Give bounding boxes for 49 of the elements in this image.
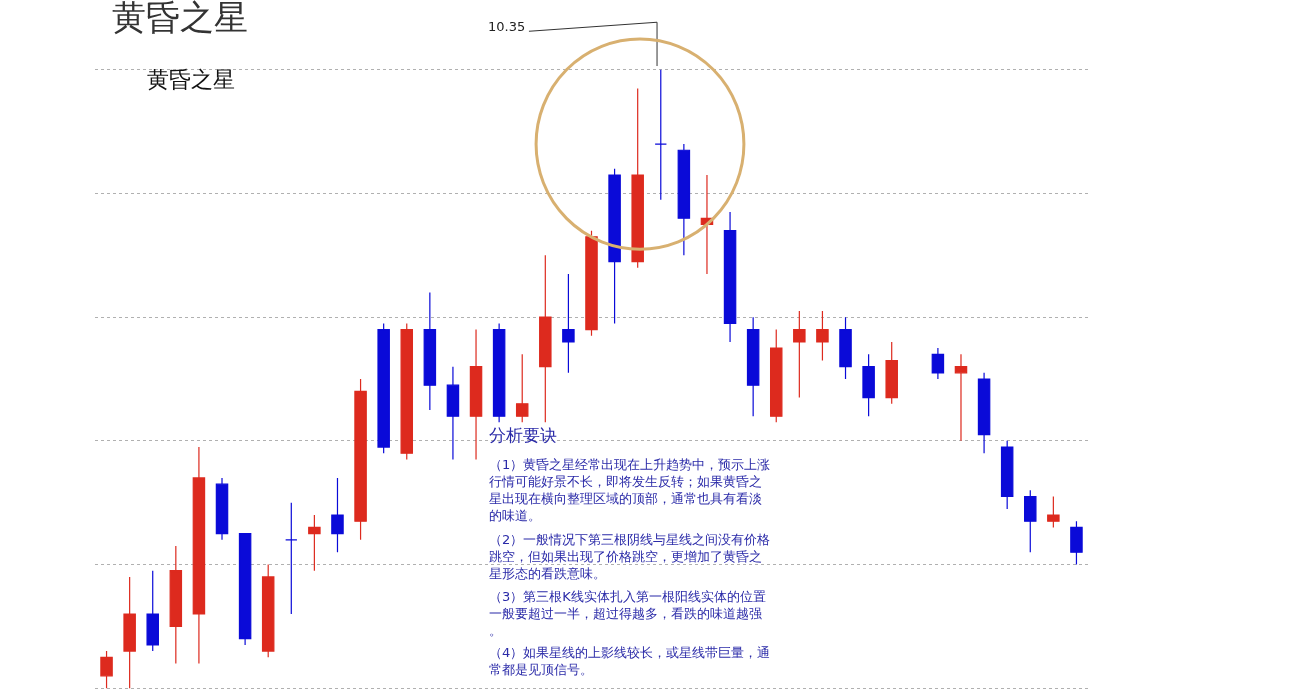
candlestick — [169, 545, 183, 665]
candlestick — [261, 563, 275, 658]
candlestick — [977, 372, 991, 454]
candlestick — [862, 353, 875, 417]
candlestick — [1000, 440, 1014, 510]
candlestick — [585, 230, 598, 337]
candlestick — [562, 273, 575, 374]
candlestick — [931, 347, 945, 380]
candlestick — [146, 570, 159, 652]
candlestick — [400, 322, 414, 461]
candlestick — [100, 650, 113, 689]
candlestick — [608, 168, 621, 324]
candlestick — [308, 514, 321, 572]
candlestick — [515, 353, 529, 423]
candlestick — [215, 477, 229, 541]
candlestick — [492, 322, 506, 423]
candlestick — [192, 446, 206, 665]
annotation: （1）黄昏之星经常出现在上升趋势中，预示上涨行情可能好景不长，即将发生反转；如果黄昏之星出现在横向整理区域的顶部，通常也具有看淡的味道。 — [489, 457, 771, 523]
annotation: 分析要诀 — [489, 425, 557, 445]
candlestick — [723, 211, 737, 343]
annotation: （3）第三根K线实体扎入第一根阳线实体的位置一般要超过一半，超过得越多，看跌的味道越强。 — [489, 589, 766, 638]
annotation: （2）一般情况下第三根阴线与星线之间没有价格跳空，但如果出现了价格跳空，更增加了黄昏之星形态的看跌意味。 — [489, 532, 771, 581]
candlestick — [123, 576, 136, 689]
candlestick — [1024, 489, 1037, 553]
candlestick — [285, 502, 298, 615]
text: 10.35 — [488, 19, 526, 34]
candlestick — [354, 378, 367, 541]
chart-title: 黄昏之星 — [112, 0, 248, 36]
annotation: （4）如果星线的上影线较长，或星线带巨量，通常都是见顶信号。 — [489, 645, 771, 677]
candlestick — [469, 328, 483, 461]
candlestick — [446, 366, 460, 461]
candlestick — [423, 291, 437, 411]
candlestick — [677, 143, 691, 256]
candlestick — [885, 341, 898, 405]
candlestick — [769, 328, 783, 423]
candlestick — [839, 316, 852, 380]
candlestick — [631, 87, 644, 269]
candlestick — [793, 310, 806, 399]
candlestick — [238, 533, 252, 646]
candlestick — [539, 254, 552, 423]
candlestick — [816, 310, 829, 362]
candlestick — [654, 69, 668, 201]
candlestick — [377, 322, 390, 454]
candlestick — [746, 316, 760, 417]
candlestick — [1047, 495, 1060, 529]
candlestick — [1070, 520, 1083, 566]
candlestick — [331, 477, 344, 553]
candlestick — [954, 353, 968, 442]
chart-subtitle: 黄昏之星 — [147, 67, 235, 92]
